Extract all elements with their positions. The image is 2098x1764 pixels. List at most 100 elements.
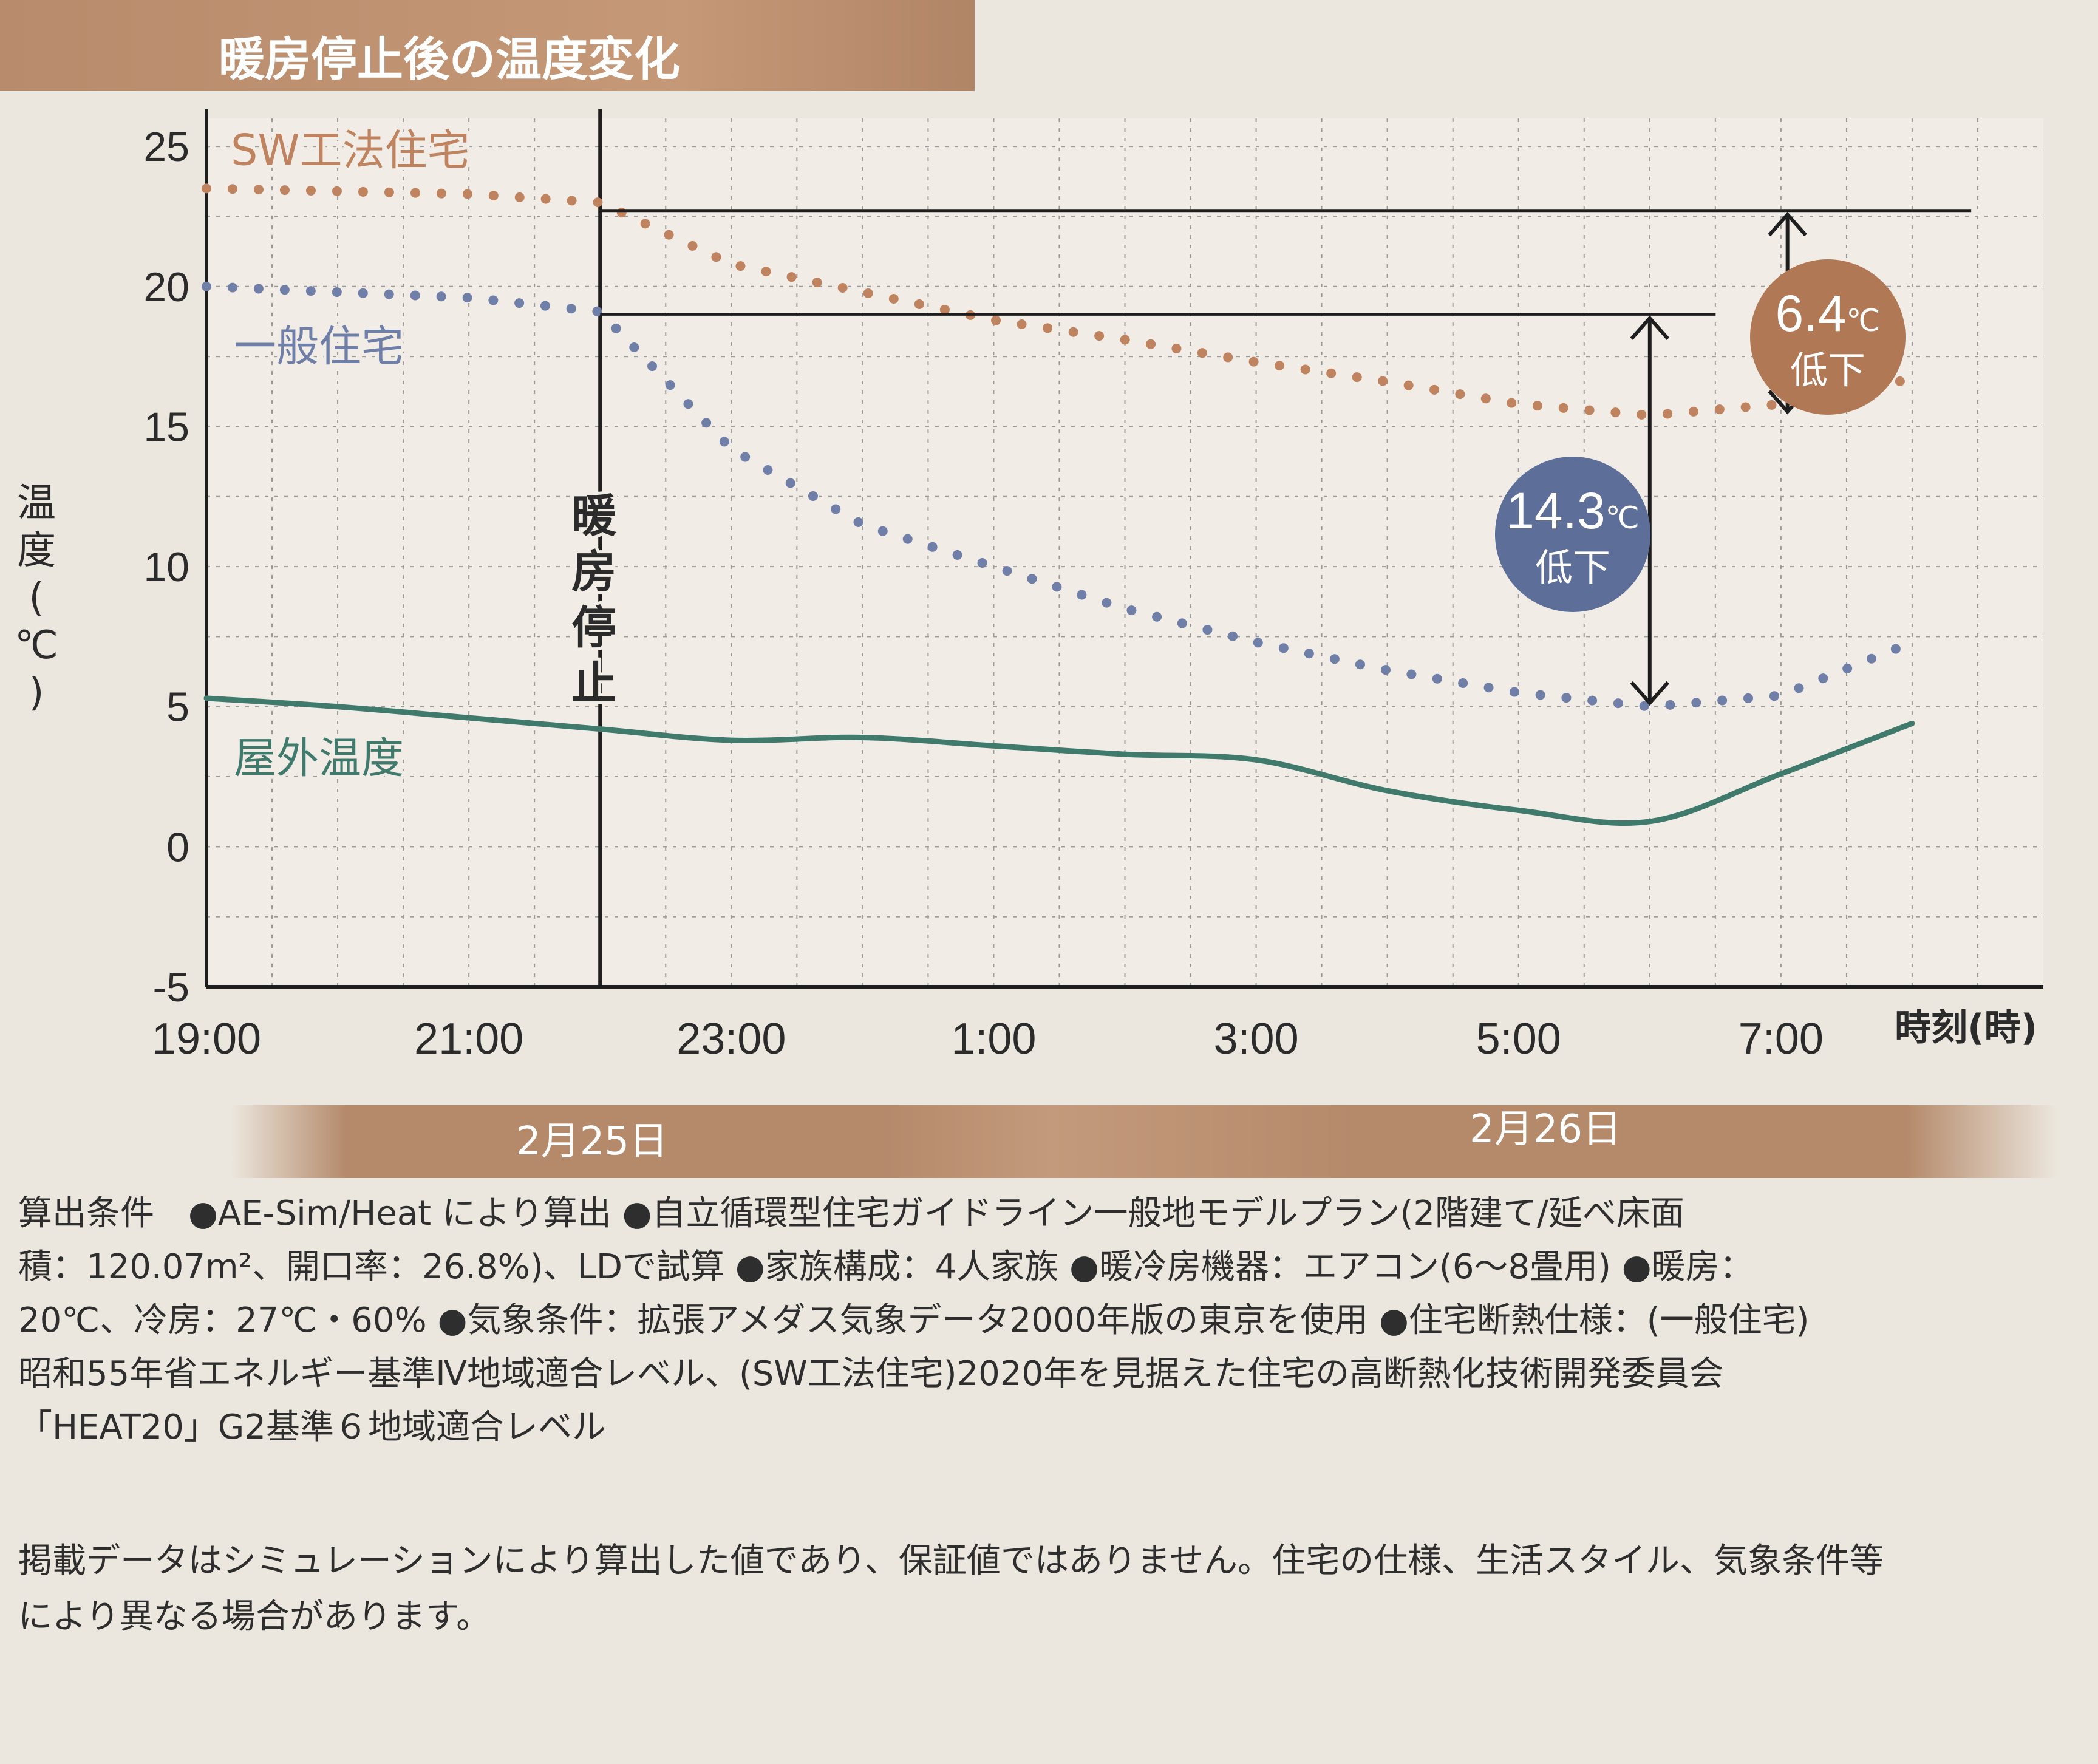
series-point-sw [735, 261, 746, 271]
series-point-general [1027, 574, 1037, 584]
series-point-general [665, 380, 675, 390]
series-point-general [1561, 693, 1572, 703]
series-point-general [1202, 625, 1213, 635]
series-point-general [1691, 698, 1701, 708]
series-point-general [808, 491, 818, 501]
series-point-sw [1043, 323, 1053, 333]
series-point-sw [410, 188, 420, 198]
series-point-general [1509, 687, 1519, 697]
series-point-general [763, 465, 773, 475]
series-point-general [647, 361, 658, 372]
heating-stop-label: 房 [571, 546, 616, 598]
series-point-sw [202, 183, 211, 194]
series-point-sw [1275, 361, 1285, 371]
series-point-general [488, 295, 499, 305]
series-point-sw [687, 240, 698, 251]
x-tick-label: 1:00 [951, 1015, 1036, 1063]
series-point-sw [616, 208, 627, 218]
series-point-sw [1403, 380, 1414, 390]
notes-line: 算出条件 ●AE-Sim/Heat により算出 ●自立循環型住宅ガイドライン一般… [18, 1194, 1684, 1233]
series-point-general [1818, 673, 1828, 684]
series-point-general [1432, 673, 1442, 684]
series-point-sw [540, 194, 551, 204]
series-point-sw [1584, 405, 1595, 415]
series-point-general [1406, 669, 1417, 679]
series-point-general [1002, 566, 1012, 576]
y-tick-label: 0 [166, 824, 189, 870]
y-axis-label: 度 [17, 528, 56, 573]
series-point-sw [1248, 356, 1259, 367]
plot-background [206, 118, 2043, 987]
series-point-sw [640, 219, 650, 229]
series-point-sw [305, 185, 316, 196]
series-point-general [410, 290, 420, 301]
series-point-sw [812, 278, 822, 288]
series-point-general [719, 437, 729, 447]
series-point-sw [1120, 335, 1130, 345]
series-point-general [1355, 659, 1365, 670]
series-point-general [1253, 638, 1263, 648]
series-point-general [1304, 649, 1314, 659]
y-tick-label: 15 [143, 404, 189, 450]
x-tick-label: 19:00 [152, 1015, 261, 1063]
series-point-sw [1300, 364, 1310, 375]
series-point-general [1228, 631, 1238, 641]
annotation-sw-value: 6.4℃ [1776, 285, 1881, 342]
series-point-general [279, 285, 290, 295]
series-point-general [1278, 643, 1289, 653]
series-point-general [384, 289, 394, 299]
date-label-feb25: 2月25日 [516, 1119, 669, 1164]
y-tick-label: 5 [166, 684, 189, 730]
series-point-sw [786, 272, 797, 282]
series-point-general [1329, 654, 1340, 664]
difference-arrow-sw-head-top [1768, 211, 1807, 237]
series-point-general [462, 293, 472, 303]
series-point-general [566, 304, 576, 314]
notes-line: 「HEAT20」G2基準６地域適合レベル [18, 1408, 606, 1447]
series-point-general [831, 504, 841, 514]
series-point-sw [939, 304, 950, 315]
series-point-sw [1197, 348, 1207, 358]
x-tick-label: 23:00 [676, 1015, 786, 1063]
series-point-sw [488, 191, 499, 201]
y-tick-label: 25 [143, 124, 189, 170]
series-point-sw [593, 197, 603, 208]
x-tick-label: 21:00 [414, 1015, 523, 1063]
series-point-general [1613, 698, 1623, 709]
series-point-general [1458, 678, 1468, 689]
heating-stop-label: 止 [571, 658, 616, 710]
series-point-sw [1507, 398, 1517, 408]
series-point-sw [436, 188, 446, 199]
series-point-sw [1637, 409, 1647, 420]
notes-line: 積：120.07m²、開口率：26.8%)、LDで試算 ●家族構成：4人家族 ●… [18, 1247, 1754, 1287]
series-point-general [629, 342, 639, 352]
series-point-general [927, 542, 938, 552]
series-point-sw [1714, 404, 1725, 415]
series-point-general [227, 282, 237, 293]
series-point-general [1381, 665, 1391, 675]
series-point-general [436, 291, 446, 302]
series-point-general [1867, 653, 1877, 664]
y-axis-label: ( [29, 576, 44, 621]
difference-arrow-general-head-top [1630, 315, 1670, 340]
x-tick-label: 7:00 [1739, 1015, 1824, 1063]
date-band-feb26 [1051, 1105, 2059, 1178]
series-point-general [253, 284, 264, 294]
series-point-general [1842, 663, 1853, 673]
series-point-sw [711, 252, 721, 262]
series-point-sw [1326, 368, 1337, 378]
y-tick-label: 20 [143, 264, 189, 310]
series-point-general [1102, 598, 1112, 608]
disclaimer-line: 掲載データはシミュレーションにより算出した値であり、保証値ではありません。住宅の… [18, 1541, 1884, 1581]
series-point-general [1483, 683, 1494, 693]
series-point-sw [1663, 409, 1673, 419]
series-point-general [1665, 700, 1675, 710]
series-point-sw [991, 315, 1001, 325]
chart-svg: 25 20 15 10 5 0 -5 19:00 21:00 23:00 1:00 3:00 5:00 7… [15, 109, 2043, 1063]
x-tick-label: 5:00 [1476, 1015, 1561, 1063]
series-point-general [358, 288, 368, 298]
series-point-general [977, 558, 987, 568]
series-point-general [701, 418, 712, 428]
series-point-sw [358, 186, 368, 197]
notes-line: 20℃、冷房：27℃・60% ●気象条件：拡張アメダス気象データ2000年版の東… [18, 1301, 1810, 1340]
